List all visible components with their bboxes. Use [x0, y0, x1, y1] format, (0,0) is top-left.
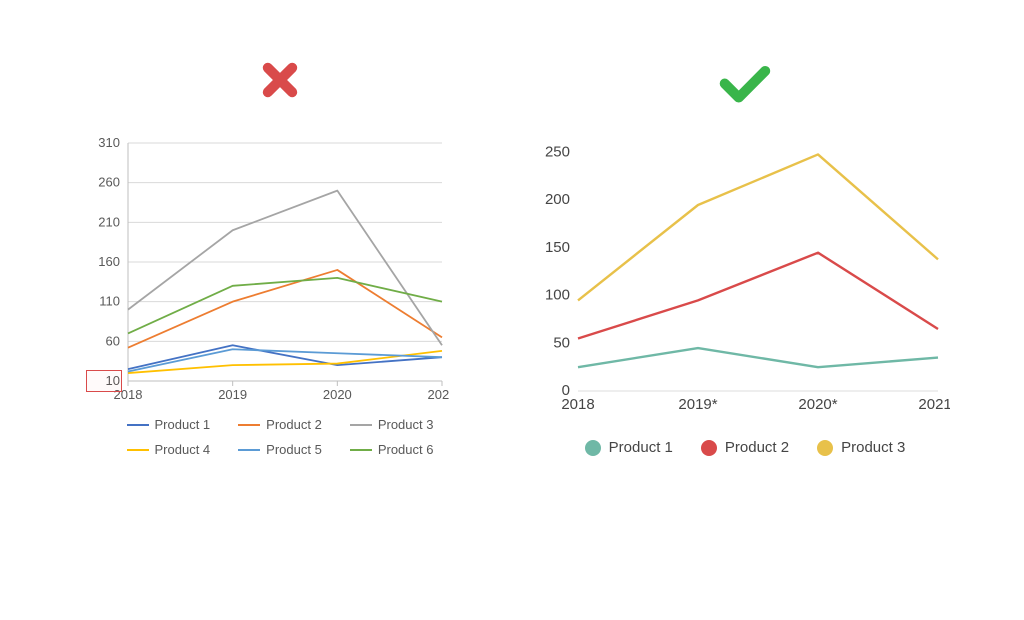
y-tick-label: 10: [106, 373, 120, 388]
y-tick-label: 100: [545, 287, 570, 304]
legend-item: Product 2: [238, 417, 322, 432]
bad-chart-legend: Product 1 Product 2 Product 3 Product 4 Prod…: [80, 417, 480, 457]
y-tick-label: 200: [545, 191, 570, 208]
good-chart-legend: Product 1 Product 2 Product 3: [530, 439, 960, 456]
cross-icon: [250, 50, 310, 110]
x-tick-label: 2018: [114, 387, 143, 402]
x-tick-label: 2019*: [678, 396, 717, 413]
x-tick-label: 2020*: [798, 396, 837, 413]
legend-label: Product 6: [378, 442, 434, 457]
y-tick-label: 260: [98, 175, 120, 190]
legend-swatch: [350, 449, 372, 451]
y-tick-label: 150: [545, 239, 570, 256]
legend-swatch: [127, 449, 149, 451]
series-line: [578, 253, 938, 339]
x-tick-label: 2021: [428, 387, 450, 402]
y-tick-label: 210: [98, 214, 120, 229]
series-line: [578, 348, 938, 367]
good-line-chart: 05010015020025020182019*2020*2021*: [530, 135, 950, 415]
check-icon: [715, 50, 775, 110]
legend-item: Product 1: [127, 417, 211, 432]
y-tick-label: 60: [106, 333, 120, 348]
legend-swatch: [127, 424, 149, 426]
legend-swatch: [238, 449, 260, 451]
series-line: [578, 154, 938, 300]
x-tick-label: 2018: [561, 396, 594, 413]
legend-swatch: [817, 440, 833, 456]
legend-item: Product 3: [817, 439, 905, 456]
legend-label: Product 1: [609, 439, 673, 456]
legend-item: Product 6: [350, 442, 434, 457]
legend-swatch: [350, 424, 372, 426]
bad-chart-wrap: 10 60 110 160 210 260 310 2018 2019 2020 2021: [80, 135, 480, 405]
bad-line-chart: 10 60 110 160 210 260 310 2018 2019 2020 2021: [80, 135, 450, 405]
legend-label: Product 1: [155, 417, 211, 432]
legend-item: Product 4: [127, 442, 211, 457]
y-tick-label: 310: [98, 135, 120, 150]
x-tick-label: 2020: [323, 387, 352, 402]
comparison-figure: 10 60 110 160 210 260 310 2018 2019 2020 2021 Prod…: [0, 0, 1024, 620]
series-line: [128, 191, 442, 346]
legend-label: Product 3: [841, 439, 905, 456]
legend-swatch: [238, 424, 260, 426]
legend-item: Product 3: [350, 417, 434, 432]
legend-item: Product 5: [238, 442, 322, 457]
legend-swatch: [701, 440, 717, 456]
legend-label: Product 4: [155, 442, 211, 457]
y-tick-label: 160: [98, 254, 120, 269]
x-tick-label: 2019: [218, 387, 247, 402]
good-example-panel: 05010015020025020182019*2020*2021* Produ…: [530, 50, 960, 456]
y-tick-label: 110: [99, 294, 120, 309]
x-tick-label: 2021*: [918, 396, 950, 413]
y-tick-label: 50: [553, 334, 570, 351]
bad-example-panel: 10 60 110 160 210 260 310 2018 2019 2020 2021 Prod…: [80, 50, 480, 457]
legend-label: Product 5: [266, 442, 322, 457]
legend-item: Product 2: [701, 439, 789, 456]
legend-label: Product 3: [378, 417, 434, 432]
legend-item: Product 1: [585, 439, 673, 456]
legend-label: Product 2: [725, 439, 789, 456]
y-tick-label: 250: [545, 144, 570, 161]
legend-swatch: [585, 440, 601, 456]
legend-label: Product 2: [266, 417, 322, 432]
